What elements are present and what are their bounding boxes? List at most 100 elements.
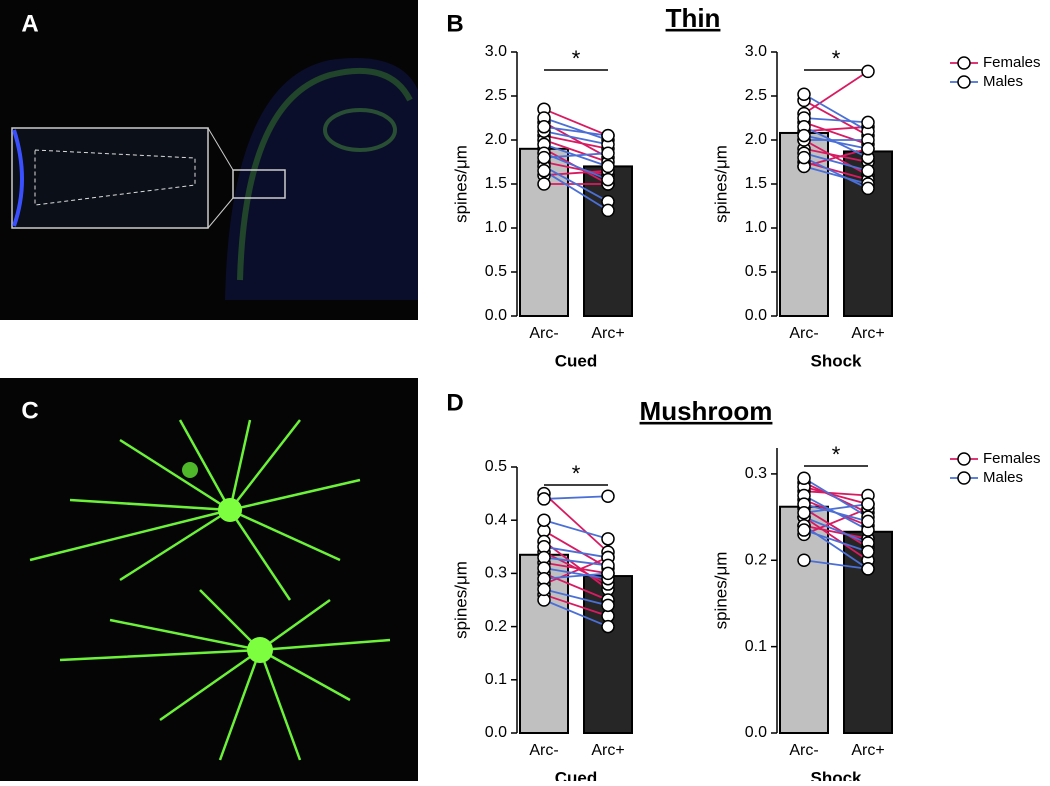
pair-line (543, 551, 609, 585)
x-axis-label: Cued (555, 351, 598, 370)
y-tick-label: 0.1 (745, 638, 767, 655)
y-tick-label: 1.0 (485, 219, 507, 236)
pair-line (803, 503, 869, 523)
pair-line (803, 507, 869, 549)
y-axis-label: spines/μm (711, 145, 730, 223)
legend-label: Females (983, 450, 1041, 467)
subject-dot (601, 619, 615, 634)
pair-line (543, 519, 609, 540)
x-axis-label: Shock (810, 351, 862, 370)
pair-line (803, 156, 869, 190)
subject-dot (601, 489, 615, 504)
pair-line (803, 93, 869, 132)
pair-line (803, 134, 869, 150)
pair-line (543, 152, 609, 159)
y-tick-label: 0.2 (745, 551, 767, 568)
subject-dot (601, 203, 615, 218)
subject-dot (797, 523, 811, 537)
pair-line (803, 490, 869, 497)
x-tick-label: Arc- (789, 742, 818, 759)
pair-line (543, 134, 609, 150)
subject-dot (601, 128, 615, 143)
pair-line (543, 117, 609, 141)
subject-dot (861, 64, 875, 79)
pair-line (543, 170, 609, 212)
pair-line (543, 169, 609, 177)
y-tick-label: 0.4 (485, 511, 507, 528)
y-tick-label: 0.3 (485, 565, 507, 582)
legend-label: Males (983, 73, 1023, 90)
y-tick-label: 2.5 (485, 87, 507, 104)
pair-line (543, 495, 609, 500)
y-tick-label: 0.0 (485, 724, 507, 741)
micrograph-c (0, 378, 418, 781)
subject-dot (537, 582, 551, 597)
significance-label: * (832, 442, 841, 467)
pair-line (803, 516, 869, 562)
x-tick-label: Arc- (529, 325, 558, 342)
y-tick-label: 1.0 (745, 219, 767, 236)
subject-dot (861, 562, 875, 576)
pair-line (803, 559, 869, 570)
legend-marker (957, 452, 971, 466)
pair-line (803, 147, 869, 163)
legend-marker (957, 471, 971, 485)
pair-line (803, 503, 869, 514)
bar (583, 165, 633, 317)
x-axis-label: Shock (810, 768, 862, 781)
subject-dot (537, 120, 551, 134)
pair-line (803, 485, 869, 506)
x-axis-label: Cued (555, 768, 598, 781)
subject-dot (797, 87, 811, 101)
pair-line (543, 139, 609, 163)
subject-dot (601, 172, 615, 187)
pair-line (543, 492, 609, 553)
subject-dot (861, 544, 875, 559)
x-tick-label: Arc- (529, 742, 558, 759)
x-tick-label: Arc+ (851, 325, 884, 342)
x-tick-label: Arc+ (591, 742, 624, 759)
pair-line (543, 556, 609, 567)
pair-line (803, 516, 869, 544)
y-tick-label: 0.5 (745, 263, 767, 280)
panel-label: A (21, 10, 38, 37)
subject-dot (861, 142, 875, 156)
legend-label: Females (983, 54, 1041, 71)
y-tick-label: 3.0 (485, 43, 507, 60)
subject-dot (601, 598, 615, 613)
significance-label: * (572, 461, 581, 486)
y-tick-label: 1.5 (745, 175, 767, 192)
subject-dot (537, 513, 551, 527)
y-tick-label: 3.0 (745, 43, 767, 60)
pair-line (803, 70, 869, 115)
legend-label: Males (983, 469, 1023, 486)
subject-dot (601, 159, 615, 174)
pair-line (543, 108, 609, 137)
pair-line (543, 161, 609, 177)
legend-marker (957, 56, 971, 70)
subject-dot (601, 566, 615, 581)
pair-line (803, 165, 869, 185)
subject-dot (537, 492, 551, 506)
y-tick-label: 2.0 (485, 131, 507, 148)
subject-dot (537, 164, 551, 178)
y-tick-label: 0.0 (745, 724, 767, 741)
x-tick-label: Arc+ (851, 742, 884, 759)
y-tick-label: 0.3 (745, 465, 767, 482)
subject-dot (797, 471, 811, 485)
subject-dot (861, 497, 875, 511)
subject-dot (861, 514, 875, 529)
micrograph-a (0, 0, 418, 320)
subject-dot (797, 150, 811, 165)
pair-line (803, 524, 869, 540)
pair-line (543, 572, 609, 580)
subject-dot (601, 146, 615, 160)
subject-dot (537, 177, 551, 191)
y-tick-label: 0.5 (485, 458, 507, 475)
subject-dot (537, 150, 551, 165)
pair-line (543, 545, 609, 559)
subject-dot (797, 128, 811, 143)
pair-line (543, 593, 609, 617)
bar (779, 505, 829, 734)
pair-line (543, 165, 609, 203)
